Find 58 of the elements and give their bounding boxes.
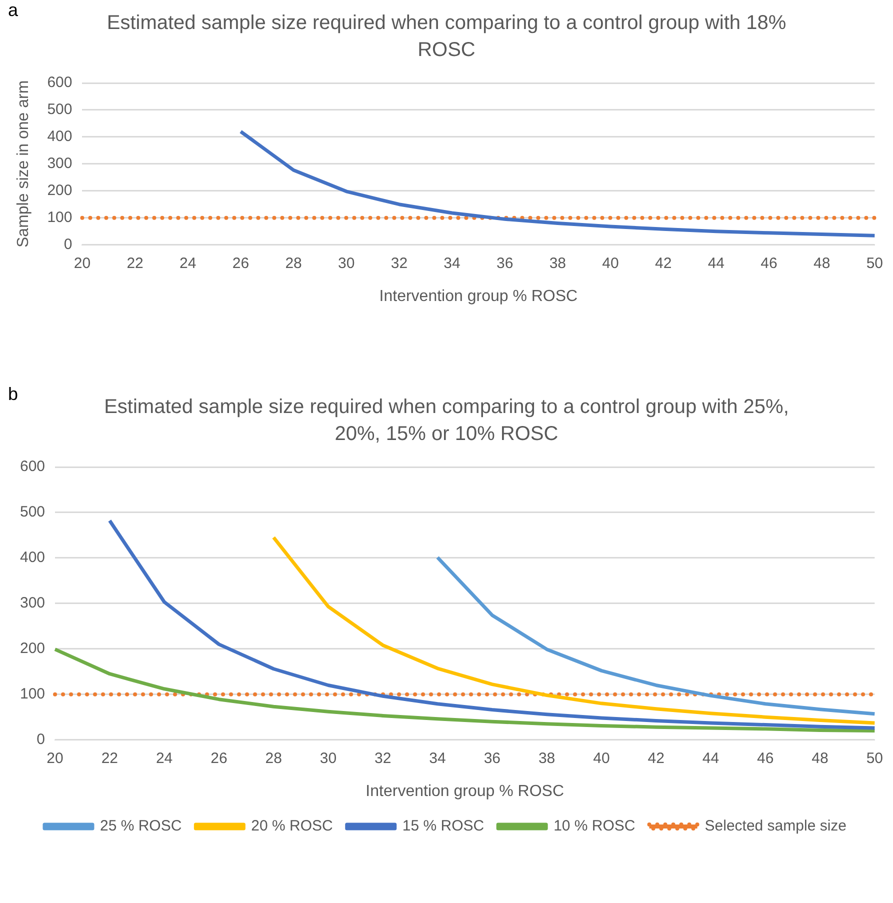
y-tick-label: 400 <box>47 128 72 146</box>
x-tick-label: 48 <box>812 750 828 767</box>
x-tick-label: 42 <box>655 254 672 272</box>
y-tick-label: 0 <box>36 730 46 748</box>
x-tick-label: 30 <box>338 254 355 272</box>
y-tick-label: 400 <box>20 549 46 566</box>
x-tick-label: 50 <box>866 254 883 272</box>
x-tick-label: 22 <box>126 254 144 272</box>
x-tick-label: 38 <box>549 254 566 272</box>
y-tick-label: 600 <box>47 74 72 92</box>
y-tick-label: 200 <box>20 640 46 658</box>
x-tick-label: 36 <box>484 750 501 767</box>
x-tick-label: 44 <box>702 750 720 767</box>
x-tick-label: 38 <box>538 750 556 767</box>
x-tick-label: 48 <box>813 254 830 272</box>
x-axis-title: Intervention group % ROSC <box>366 782 564 800</box>
x-tick-label: 34 <box>429 750 446 767</box>
x-axis-title: Intervention group % ROSC <box>379 288 578 305</box>
x-tick-label: 42 <box>648 750 664 767</box>
x-tick-label: 30 <box>320 750 337 767</box>
x-tick-label: 32 <box>390 254 408 272</box>
x-tick-label: 46 <box>757 750 774 767</box>
x-tick-label: 32 <box>374 750 392 767</box>
legend-label: 10 % ROSC <box>554 818 636 835</box>
x-tick-label: 26 <box>232 254 250 272</box>
x-tick-label: 20 <box>46 750 64 767</box>
legend-label: 15 % ROSC <box>402 818 484 835</box>
y-axis-title: Sample size in one arm <box>15 80 32 248</box>
y-tick-label: 500 <box>20 504 46 521</box>
x-tick-label: 34 <box>444 254 460 272</box>
legend-label: 25 % ROSC <box>100 818 182 835</box>
y-tick-label: 200 <box>47 182 72 200</box>
legend-label: Selected sample size <box>704 818 847 835</box>
x-tick-label: 28 <box>265 750 282 767</box>
x-tick-label: 36 <box>496 254 514 272</box>
y-tick-label: 600 <box>20 458 46 476</box>
x-tick-label: 46 <box>760 254 778 272</box>
x-tick-label: 40 <box>602 254 619 272</box>
text: b <box>8 384 18 405</box>
x-tick-label: 50 <box>866 750 883 767</box>
y-tick-label: 300 <box>47 155 72 172</box>
x-tick-label: 40 <box>593 750 610 767</box>
y-tick-label: 0 <box>64 236 72 253</box>
x-tick-label: 24 <box>180 254 196 272</box>
x-tick-label: 28 <box>285 254 302 272</box>
text: a <box>8 0 18 21</box>
chart-title: Estimated sample size required when comparing to a control group with 18% ROSC <box>106 12 786 61</box>
y-tick-label: 100 <box>20 685 46 702</box>
x-tick-label: 22 <box>101 750 118 767</box>
x-tick-label: 24 <box>156 750 173 767</box>
x-tick-label: 44 <box>708 254 725 272</box>
y-tick-label: 500 <box>47 101 72 118</box>
legend-label: 20 % ROSC <box>251 818 334 835</box>
y-tick-label: 300 <box>20 594 46 612</box>
x-tick-label: 20 <box>74 254 91 272</box>
x-tick-label: 26 <box>210 750 228 767</box>
chart-title: Estimated sample size required when comparing to a control group with 25%, 20%, 15% or 10% ROSC <box>104 396 789 445</box>
y-tick-label: 100 <box>47 208 72 226</box>
